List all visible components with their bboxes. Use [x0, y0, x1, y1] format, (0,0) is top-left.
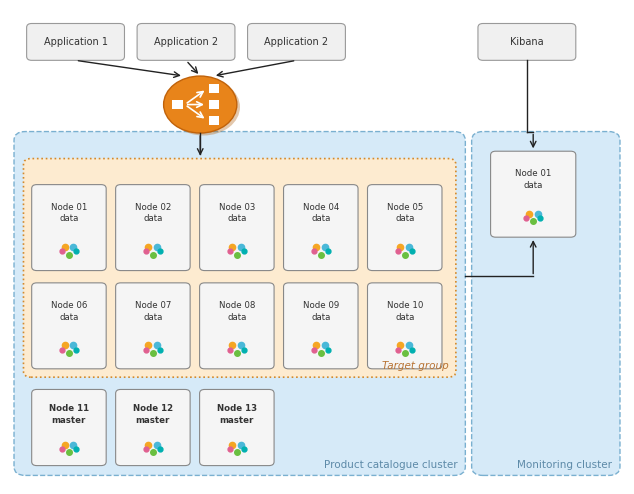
- Text: Node 05
data: Node 05 data: [387, 203, 423, 223]
- Text: Monitoring cluster: Monitoring cluster: [517, 459, 612, 469]
- Text: Node 07
data: Node 07 data: [134, 301, 171, 322]
- Circle shape: [164, 76, 237, 133]
- Text: Target group: Target group: [382, 361, 448, 371]
- Text: Node 09
data: Node 09 data: [302, 301, 339, 322]
- FancyBboxPatch shape: [200, 185, 274, 271]
- FancyBboxPatch shape: [209, 100, 219, 109]
- FancyBboxPatch shape: [137, 24, 235, 60]
- Text: Node 10
data: Node 10 data: [387, 301, 423, 322]
- Text: Node 11
master: Node 11 master: [49, 404, 89, 425]
- Text: Node 13
master: Node 13 master: [217, 404, 257, 425]
- FancyBboxPatch shape: [23, 159, 456, 377]
- Text: Node 03
data: Node 03 data: [219, 203, 255, 223]
- FancyBboxPatch shape: [115, 389, 190, 465]
- Text: Application 2: Application 2: [264, 37, 328, 47]
- FancyBboxPatch shape: [209, 84, 219, 93]
- Text: Node 04
data: Node 04 data: [302, 203, 339, 223]
- FancyBboxPatch shape: [368, 185, 442, 271]
- FancyBboxPatch shape: [172, 100, 183, 109]
- FancyBboxPatch shape: [14, 131, 465, 475]
- FancyBboxPatch shape: [115, 283, 190, 369]
- FancyBboxPatch shape: [491, 151, 576, 237]
- FancyBboxPatch shape: [32, 185, 106, 271]
- FancyBboxPatch shape: [27, 24, 124, 60]
- FancyBboxPatch shape: [200, 283, 274, 369]
- FancyBboxPatch shape: [368, 283, 442, 369]
- Text: Node 06
data: Node 06 data: [51, 301, 87, 322]
- FancyBboxPatch shape: [247, 24, 346, 60]
- Text: Application 2: Application 2: [154, 37, 218, 47]
- FancyBboxPatch shape: [32, 389, 106, 465]
- Text: Node 01
data: Node 01 data: [51, 203, 87, 223]
- Circle shape: [167, 79, 240, 135]
- Text: Node 01
data: Node 01 data: [515, 169, 552, 190]
- FancyBboxPatch shape: [283, 283, 358, 369]
- FancyBboxPatch shape: [115, 185, 190, 271]
- Text: Product catalogue cluster: Product catalogue cluster: [324, 459, 458, 469]
- Text: Node 02
data: Node 02 data: [134, 203, 171, 223]
- FancyBboxPatch shape: [478, 24, 576, 60]
- FancyBboxPatch shape: [283, 185, 358, 271]
- FancyBboxPatch shape: [209, 116, 219, 124]
- FancyBboxPatch shape: [200, 389, 274, 465]
- Text: Node 12
master: Node 12 master: [133, 404, 173, 425]
- FancyBboxPatch shape: [32, 283, 106, 369]
- Text: Application 1: Application 1: [44, 37, 108, 47]
- FancyBboxPatch shape: [472, 131, 620, 475]
- Text: Node 08
data: Node 08 data: [219, 301, 255, 322]
- Text: Kibana: Kibana: [510, 37, 544, 47]
